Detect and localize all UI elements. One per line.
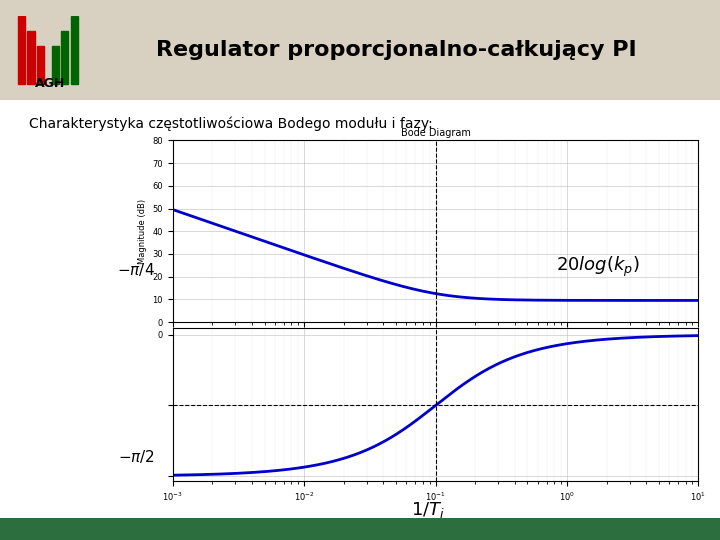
- Text: $20log(k_p)$: $20log(k_p)$: [557, 255, 640, 279]
- Y-axis label: Magnitude (dB): Magnitude (dB): [138, 199, 147, 264]
- Text: $1/T_i$: $1/T_i$: [411, 500, 446, 521]
- Text: $-\pi/4$: $-\pi/4$: [117, 261, 155, 279]
- Bar: [71, 16, 78, 84]
- Bar: [27, 31, 35, 84]
- Text: Regulator proporcjonalno-całkujący PI: Regulator proporcjonalno-całkujący PI: [156, 40, 636, 60]
- Bar: [52, 46, 59, 84]
- Bar: [61, 31, 68, 84]
- Title: Bode Diagram: Bode Diagram: [400, 128, 471, 138]
- Text: Charakterystyka częstotliwościowa Bodego modułu i fazy:: Charakterystyka częstotliwościowa Bodego…: [29, 117, 433, 131]
- Text: AGH: AGH: [35, 77, 66, 90]
- Text: $-\pi/2$: $-\pi/2$: [118, 448, 155, 465]
- Bar: [37, 46, 44, 84]
- Bar: [18, 16, 25, 84]
